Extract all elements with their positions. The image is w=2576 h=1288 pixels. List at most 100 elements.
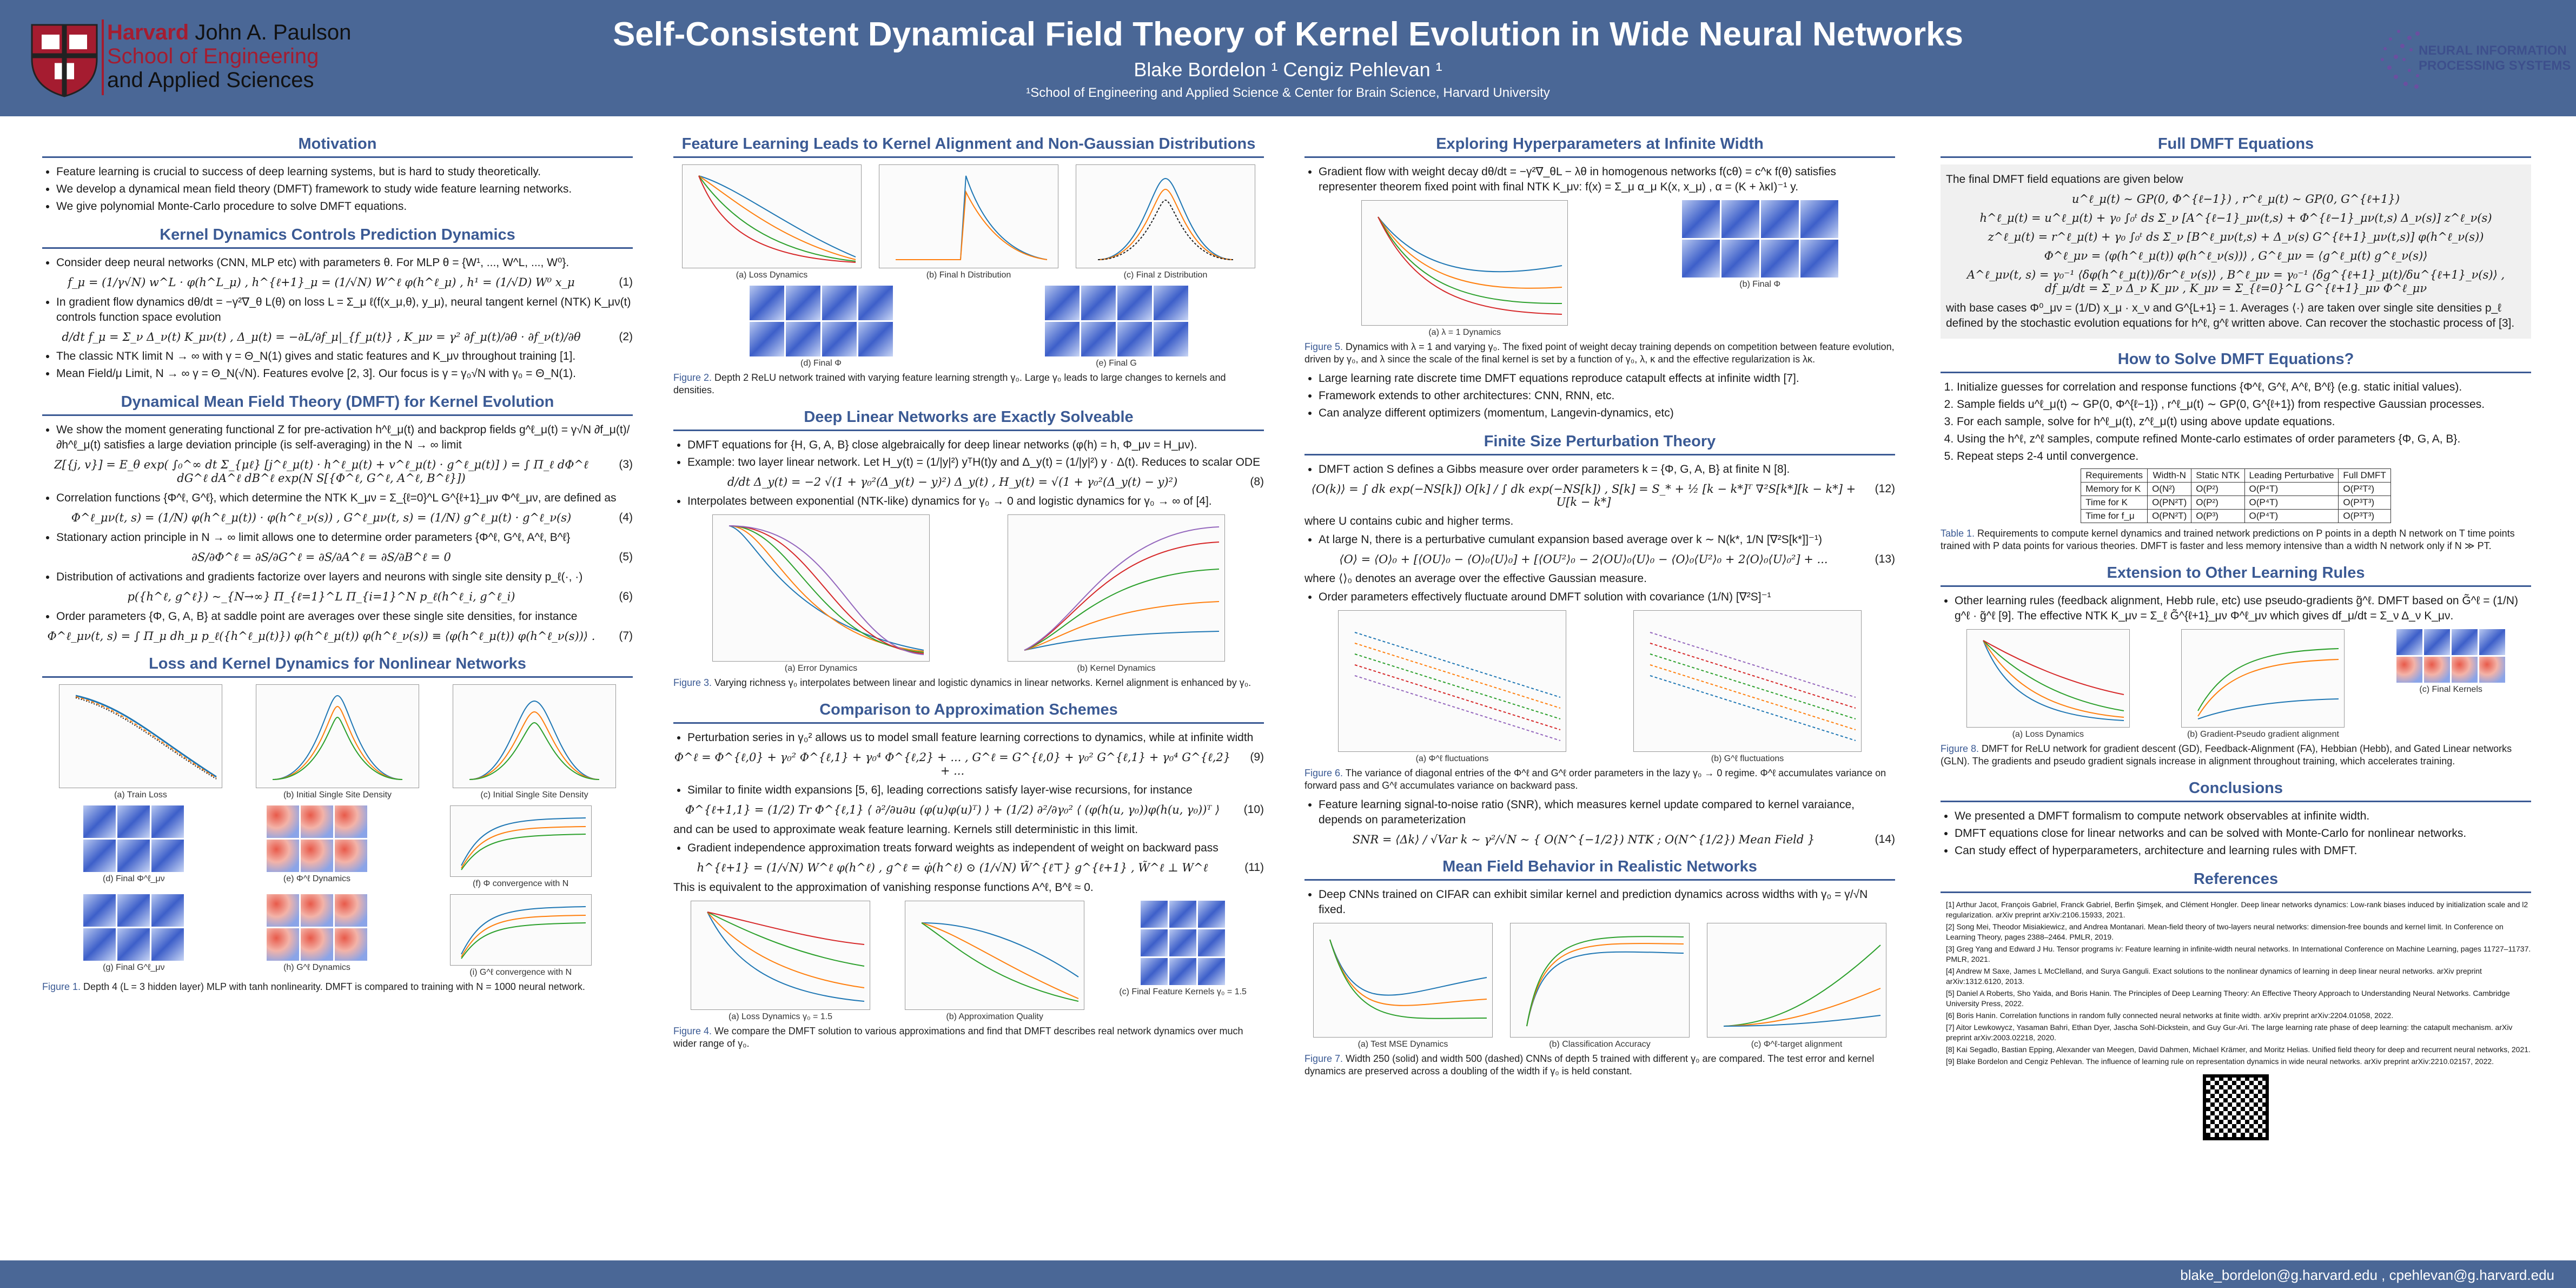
feature-learning-heading: Feature Learning Leads to Kernel Alignme… (673, 135, 1264, 158)
fig8b-caption: (b) Gradient-Pseudo gradient alignment (2187, 730, 2339, 739)
qr-code-icon[interactable] (2203, 1074, 2269, 1140)
table-cell: O(P²) (2191, 482, 2245, 496)
equation-10: Φ^{ℓ+1,1} = (1/2) Tr Φ^{ℓ,1} ⟨ ∂²/∂u∂u (… (685, 803, 1264, 816)
figure-3-caption: Figure 3. Varying richness γ₀ interpolat… (673, 677, 1264, 689)
equation-13: ⟨O⟩ = ⟨O⟩₀ + [⟨OU⟩₀ − ⟨O⟩₀⟨U⟩₀] + [⟨OU²⟩… (1339, 553, 1895, 566)
equation-6-text: p({h^ℓ, g^ℓ}) ∼_{N→∞} Π_{ℓ=1}^L Π_{i=1}^… (127, 590, 515, 603)
column-1: Motivation Feature learning is crucial t… (42, 130, 633, 1250)
equation-2-text: d/dt f_μ = Σ_ν Δ_ν(t) K_μν(t) , Δ_μ(t) =… (62, 331, 581, 344)
fig7b-plot (1510, 923, 1690, 1038)
fig2b-caption: (b) Final h Distribution (926, 270, 1011, 280)
equation-7: Φ^ℓ_μν(t, s) = ∫ Π_μ dh_μ p_ℓ({h^ℓ_μ(t)}… (47, 630, 633, 643)
table-cell: Time for K (2081, 496, 2148, 510)
table-1-caption: Table 1. Requirements to compute kernel … (1941, 527, 2531, 552)
neurips-logo-text: NEURAL INFORMATION PROCESSING SYSTEMS (2419, 43, 2571, 74)
fig6b-plot (1633, 610, 1862, 752)
table-cell: O(P³T³) (2338, 496, 2391, 510)
equation-9: Φ^ℓ = Φ^{ℓ,0} + γ₀² Φ^{ℓ,1} + γ₀⁴ Φ^{ℓ,2… (674, 751, 1264, 777)
full-dmft-outro: with base cases Φ⁰_μν = (1/D) x_μ · x_ν … (1946, 302, 2515, 329)
table-cell: Memory for K (2081, 482, 2148, 496)
figure-8-caption: Figure 8. DMFT for ReLU network for grad… (1941, 743, 2531, 768)
conclusion-item: Can study effect of hyperparameters, arc… (1955, 843, 2531, 858)
figure-2-caption-text: Depth 2 ReLU network trained with varyin… (673, 372, 1226, 395)
figure-1-caption-text: Depth 4 (L = 3 hidden layer) MLP with ta… (81, 981, 585, 992)
motivation-heading: Motivation (42, 135, 633, 158)
equation-6: p({h^ℓ, g^ℓ}) ∼_{N→∞} Π_{ℓ=1}^L Π_{i=1}^… (127, 590, 633, 603)
loss-kernel-heading: Loss and Kernel Dynamics for Nonlinear N… (42, 655, 633, 678)
neurips-line2: PROCESSING SYSTEMS (2419, 58, 2571, 73)
equation-2: d/dt f_μ = Σ_ν Δ_ν(t) K_μν(t) , Δ_μ(t) =… (62, 331, 633, 344)
finite-bullet: DMFT action S defines a Gibbs measure ov… (1319, 462, 1895, 477)
equation-1: f_μ = (1/γ√N) w^L · φ(h^L_μ) , h^{ℓ+1}_μ… (68, 276, 633, 289)
fig7a-caption: (a) Test MSE Dynamics (1357, 1040, 1448, 1049)
equation-12: ⟨O(k)⟩ = ∫ dk exp(−NS[k]) O[k] / ∫ dk ex… (1311, 483, 1895, 508)
fig1a-plot (59, 684, 222, 788)
deep-linear-bullet: Example: two layer linear network. Let H… (687, 455, 1264, 470)
equation-1-text: f_μ = (1/γ√N) w^L · φ(h^L_μ) , h^{ℓ+1}_μ… (68, 276, 575, 289)
fig2a-caption: (a) Loss Dynamics (736, 270, 808, 280)
reference-item: [3] Greg Yang and Edward J Hu. Tensor pr… (1946, 944, 2531, 963)
figure-6-label: Figure 6. (1304, 768, 1343, 778)
dmft-bullet: Distribution of activations and gradient… (56, 570, 633, 585)
fig8b-plot (2181, 629, 2345, 728)
fig1d-caption: (d) Final Φ^ℓ_μν (102, 874, 165, 883)
column-2: Feature Learning Leads to Kernel Alignme… (673, 130, 1264, 1250)
full-eq-5: A^ℓ_μν(t, s) = γ₀⁻¹ ⟨δφ(h^ℓ_μ(t))/δr^ℓ_ν… (1966, 268, 2505, 295)
figure-5-caption-text: Dynamics with λ = 1 and varying γ₀. The … (1304, 341, 1895, 365)
figure-6-row: (a) Φ^ℓ fluctuations (b) G^ℓ fluctuation… (1304, 610, 1895, 764)
figure-5-row: (a) λ = 1 Dynamics (b) Final Φ (1304, 200, 1895, 338)
table-1-label: Table 1. (1941, 528, 1975, 539)
motivation-item: We develop a dynamical mean field theory… (56, 182, 633, 197)
fig4a-caption: (a) Loss Dynamics γ₀ = 1.5 (729, 1012, 833, 1021)
figure-2-row-2: (d) Final Φ (e) Final G (673, 286, 1264, 368)
extension-heading: Extension to Other Learning Rules (1941, 564, 2531, 587)
figure-3-row: (a) Error Dynamics (b) Kernel Dynamics (673, 514, 1264, 673)
figure-2-row-1: (a) Loss Dynamics (b) Final h Distributi… (673, 164, 1264, 280)
contact-emails[interactable]: blake_bordelon@g.harvard.edu , cpehlevan… (2180, 1267, 2554, 1283)
reference-item: [7] Aitor Lewkowycz, Yasaman Bahri, Etha… (1946, 1023, 2513, 1042)
figure-2-label: Figure 2. (673, 372, 712, 383)
equation-11-text: h^{ℓ+1} = (1/√N) W^ℓ φ(h^ℓ) , g^ℓ = φ̇(h… (697, 861, 1208, 874)
fig1e-caption: (e) Φ^ℓ Dynamics (283, 874, 351, 883)
extension-bullet: Other learning rules (feedback alignment… (1955, 593, 2531, 624)
equation-5-text: ∂S/∂Φ^ℓ = ∂S/∂G^ℓ = ∂S/∂A^ℓ = ∂S/∂B^ℓ = … (191, 551, 451, 564)
full-eq-2: h^ℓ_μ(t) = u^ℓ_μ(t) + γ₀ ∫₀ᵗ ds Σ_ν [A^{… (1979, 212, 2492, 224)
fig1f-caption: (f) Φ convergence with N (473, 879, 569, 888)
table-cell: O(P⁴T) (2244, 496, 2339, 510)
figure-2-caption: Figure 2. Depth 2 ReLU network trained w… (673, 372, 1264, 397)
figure-4-caption: Figure 4. We compare the DMFT solution t… (673, 1025, 1264, 1050)
references-heading: References (1941, 870, 2531, 893)
how-step: Initialize guesses for correlation and r… (1957, 380, 2531, 395)
deep-linear-heading: Deep Linear Networks are Exactly Solveab… (673, 408, 1264, 431)
fig8a-plot (1966, 629, 2130, 728)
figure-7-caption: Figure 7. Width 250 (solid) and width 50… (1304, 1053, 1895, 1078)
deep-linear-bullet: Interpolates between exponential (NTK-li… (687, 494, 1264, 509)
how-step: For each sample, solve for h^ℓ_μ(t), z^ℓ… (1957, 414, 2531, 430)
deep-linear-bullet: DMFT equations for {H, G, A, B} close al… (687, 438, 1264, 453)
figure-6-caption-text: The variance of diagonal entries of the … (1304, 768, 1886, 791)
reference-item: [2] Song Mei, Theodor Misiakiewicz, and … (1946, 922, 2504, 941)
reference-item: [8] Kai Segadlo, Bastian Epping, Alexand… (1946, 1045, 2531, 1054)
harvard-seas-logo-text: Harvard John A. Paulson School of Engine… (107, 21, 351, 92)
how-step: Sample fields u^ℓ_μ(t) ∼ GP(0, Φ^{ℓ−1}) … (1957, 397, 2531, 412)
full-eq-1: u^ℓ_μ(t) ∼ GP(0, Φ^{ℓ−1}) , r^ℓ_μ(t) ∼ G… (2071, 193, 2400, 206)
finite-bullet: Order parameters effectively fluctuate a… (1319, 590, 1895, 605)
equation-14-text: SNR = ⟨Δk⟩ / √Var k ∼ γ²/√N ∼ { O(N^{−1/… (1352, 833, 1815, 846)
table-header-cell: Static NTK (2191, 468, 2245, 483)
fig2d-caption: (d) Final Φ (800, 359, 842, 368)
fig2c-plot (1076, 164, 1255, 268)
table-cell: O(P⁴T) (2244, 482, 2339, 496)
table-cell: O(P²T²) (2338, 482, 2391, 496)
harvard-applied: and Applied Sciences (107, 68, 314, 92)
full-dmft-heading: Full DMFT Equations (1941, 135, 2531, 158)
column-4: Full DMFT Equations The final DMFT field… (1941, 130, 2531, 1250)
fig8c-caption: (c) Final Kernels (2419, 685, 2482, 694)
table-header-cell: Leading Perturbative (2244, 468, 2339, 483)
mean-field-bullet: Deep CNNs trained on CIFAR can exhibit s… (1319, 887, 1895, 917)
full-eq-3: z^ℓ_μ(t) = r^ℓ_μ(t) + γ₀ ∫₀ᵗ ds Σ_ν [B^ℓ… (1988, 230, 2484, 243)
finite-size-heading: Finite Size Perturbation Theory (1304, 433, 1895, 455)
dmft-bullet: Stationary action principle in N → ∞ lim… (56, 530, 633, 545)
figure-4-label: Figure 4. (673, 1026, 712, 1036)
table-cell: O(P³) (2191, 509, 2245, 523)
how-step: Repeat steps 2-4 until convergence. (1957, 449, 2531, 464)
